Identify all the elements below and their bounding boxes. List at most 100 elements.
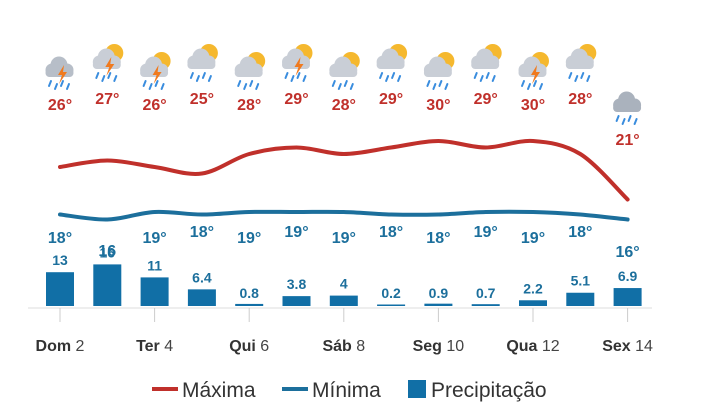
raindrop: [385, 75, 390, 82]
max-temp-label: 26°: [48, 97, 72, 114]
cloud-shape: [613, 104, 642, 112]
lightning-bolt: [105, 57, 115, 76]
min-temp-label: 18°: [426, 230, 450, 247]
max-temp-line: [58, 138, 630, 202]
min-temp-label: 19°: [237, 230, 261, 247]
precip-label: 0.7: [476, 285, 496, 301]
precip-bar: [377, 304, 406, 306]
min-temp-label: 18°: [190, 224, 214, 241]
x-axis-label: Dom 2: [36, 338, 85, 355]
lightning-bolt: [152, 65, 162, 84]
min-temp-label: 19°: [521, 230, 545, 247]
raindrop: [107, 72, 112, 79]
rain-icon: [613, 91, 642, 125]
raindrop: [302, 75, 307, 82]
x-axis-label-num: 8: [352, 338, 365, 355]
raindrop: [54, 83, 58, 90]
raindrop: [160, 83, 165, 90]
min-temp-label: 18°: [48, 230, 72, 247]
raindrop: [391, 72, 396, 79]
raindrop: [290, 75, 295, 82]
raindrop: [397, 75, 402, 82]
sun-thunderstorm-icon: [92, 44, 124, 82]
x-axis-label: Qui 6: [229, 338, 269, 355]
raindrop: [580, 72, 585, 79]
precip-label: 6.9: [618, 268, 638, 284]
cloud-shape: [471, 61, 500, 69]
x-axis-label-day: Seg: [413, 338, 442, 355]
raindrop: [444, 83, 449, 90]
x-axis-label-num: 10: [442, 338, 464, 355]
max-temp-label: 27°: [95, 91, 119, 108]
max-temp-label: 29°: [474, 91, 498, 108]
precip-label: 0.9: [429, 285, 449, 301]
raindrop: [237, 80, 242, 87]
precip-label: 0.8: [239, 285, 259, 301]
lightning-bolt: [58, 65, 67, 84]
sun-thunderstorm-icon: [518, 52, 549, 90]
sun-rain-icon: [565, 44, 597, 82]
cloud-shape: [329, 69, 358, 77]
raindrop: [438, 80, 443, 87]
raindrop: [527, 83, 531, 90]
precip-bar: [46, 272, 74, 306]
x-axis-label-day: Sáb: [322, 338, 352, 355]
x-axis-ticks: [59, 308, 629, 322]
raindrop: [189, 72, 194, 79]
raindrop: [142, 80, 147, 87]
raindrop: [574, 75, 579, 82]
max-temp-label: 30°: [521, 97, 545, 114]
x-axis-label-num: 14: [631, 338, 653, 355]
x-axis-label: Ter 4: [136, 338, 173, 355]
lightning-bolt: [294, 57, 304, 76]
raindrop: [207, 75, 212, 82]
max-temp-label: 30°: [426, 97, 450, 114]
x-axis-label-day: Qua: [506, 338, 537, 355]
precip-bar: [140, 277, 169, 306]
raindrop: [379, 72, 384, 79]
raindrop: [349, 83, 354, 90]
sun-rain-icon: [234, 52, 266, 90]
raindrop: [343, 80, 348, 87]
precip-bar: [282, 296, 311, 306]
precip-label: 3.8: [287, 276, 307, 292]
raindrop: [95, 72, 100, 79]
precip-label: 2.2: [523, 280, 543, 296]
precip-label: 5.1: [571, 273, 591, 289]
sun-thunderstorm-icon: [140, 52, 171, 90]
x-axis-labels: Dom 2 Ter 4 Qui 6 Sáb 8 Seg 10 Qua 12 Sex 14: [36, 338, 654, 355]
x-axis-label: Sex 14: [602, 338, 653, 355]
x-axis-label-day: Sex: [602, 338, 631, 355]
raindrop: [66, 83, 70, 90]
min-temp-label: 16°: [615, 244, 639, 261]
max-temp-label: 25°: [190, 91, 214, 108]
raindrop: [255, 83, 260, 90]
chart-legend: Máxima Mínima Precipitação: [152, 379, 547, 402]
weather-icons: [45, 44, 642, 125]
precip-bar: [424, 303, 453, 306]
raindrop: [426, 80, 431, 87]
raindrop: [101, 75, 106, 82]
min-temp-line: [58, 209, 630, 222]
raindrop: [48, 80, 52, 87]
raindrop: [485, 72, 490, 79]
sun-thunderstorm-icon: [282, 44, 313, 82]
max-temp-label: 29°: [379, 91, 403, 108]
x-axis-label-day: Dom: [36, 338, 72, 355]
raindrop: [201, 72, 206, 79]
legend-swatch-precip: [408, 380, 426, 398]
legend-label-min: Mínima: [312, 379, 381, 402]
precip-label: 13: [52, 252, 68, 268]
raindrop: [113, 75, 118, 82]
precip-bar: [613, 288, 642, 306]
raindrop: [154, 80, 159, 87]
raindrop: [621, 118, 626, 125]
raindrop: [539, 83, 543, 90]
raindrop: [479, 75, 484, 82]
x-axis-label: Seg 10: [413, 338, 465, 355]
raindrop: [331, 80, 336, 87]
raindrop: [633, 118, 638, 125]
x-axis-label-num: 2: [71, 338, 84, 355]
x-axis-label-num: 6: [256, 338, 269, 355]
raindrop: [586, 75, 591, 82]
